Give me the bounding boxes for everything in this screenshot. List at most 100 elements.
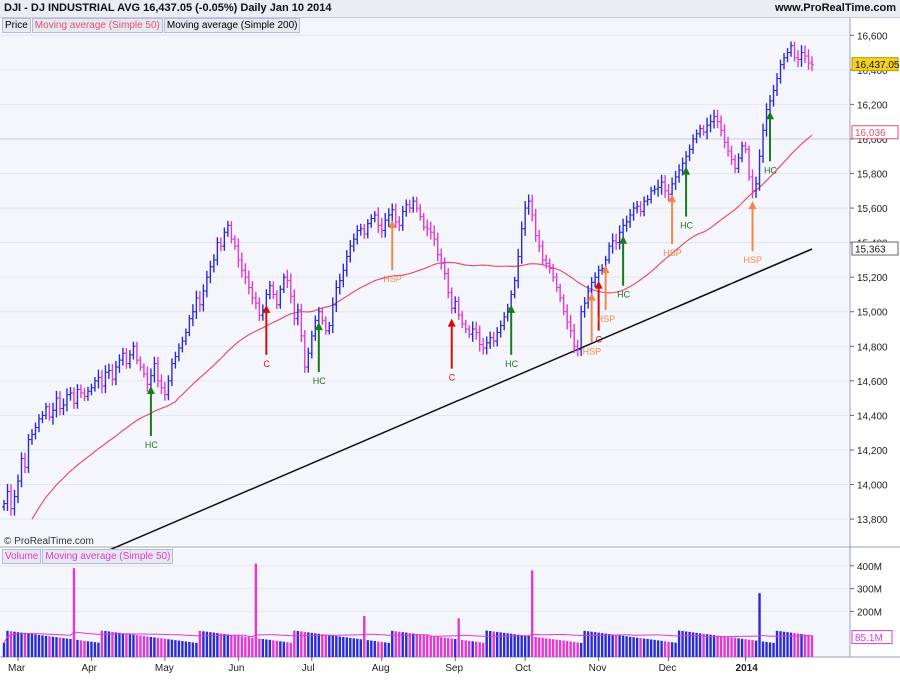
svg-text:16,437.05: 16,437.05 — [855, 60, 900, 71]
volume-bar — [677, 630, 681, 657]
volume-bar — [796, 633, 800, 657]
volume-bar — [482, 642, 485, 657]
volume-bar — [614, 634, 618, 657]
volume-bar — [558, 640, 562, 657]
volume-bar — [34, 634, 37, 657]
annotation-label: C — [263, 359, 270, 369]
volume-bar — [555, 639, 558, 657]
volume-bar — [223, 633, 226, 657]
volume-bar — [447, 638, 450, 657]
annotation-label: HC — [764, 165, 777, 175]
volume-bar — [72, 568, 76, 657]
volume-bar — [426, 635, 429, 657]
volume-bar — [628, 636, 632, 657]
volume-bar — [810, 635, 814, 657]
volume-bar — [167, 639, 170, 657]
volume-bar — [611, 634, 614, 657]
volume-bar — [544, 638, 548, 657]
volume-bar — [219, 633, 223, 657]
volume-bar — [412, 633, 415, 657]
legend-volume[interactable]: Volume — [2, 549, 42, 564]
volume-bar — [156, 637, 160, 657]
volume-bar — [97, 642, 100, 657]
volume-bar — [807, 634, 810, 657]
annotation-label: HC — [145, 440, 158, 450]
volume-bar — [44, 635, 48, 657]
vol-tick-label: 200M — [857, 607, 882, 618]
volume-bar — [391, 630, 394, 657]
y-tick-label: 15,000 — [857, 308, 888, 319]
volume-bar — [712, 635, 716, 657]
volume-bar — [195, 642, 198, 657]
volume-bar — [586, 631, 590, 657]
legend-price[interactable]: Price — [2, 18, 31, 33]
x-tick-label: May — [155, 663, 174, 674]
volume-bar — [744, 639, 747, 657]
volume-bar — [779, 631, 782, 657]
ma200-value-box: 15,363 — [851, 241, 899, 256]
volume-bar — [321, 634, 324, 657]
volume-bar — [163, 638, 167, 657]
annotation-hc-hc: HC — [617, 235, 631, 300]
arrow-head — [682, 166, 691, 175]
x-tick-label: Nov — [589, 663, 607, 674]
volume-bar — [118, 632, 121, 657]
volume-bar — [782, 631, 786, 657]
volume-bar — [51, 636, 55, 657]
volume-bar — [461, 639, 464, 657]
volume-bar — [111, 631, 114, 657]
volume-bar — [705, 634, 709, 657]
volume-bar — [30, 633, 34, 657]
volume-bar — [345, 637, 348, 657]
volume-bar — [328, 635, 331, 657]
volume-bar — [363, 615, 366, 657]
x-tick-label: Apr — [81, 663, 97, 674]
legend-ma200[interactable]: Moving average (Simple 200) — [163, 18, 301, 33]
ohlc-bar — [810, 56, 814, 72]
volume-bar — [541, 637, 544, 657]
volume-bar — [419, 634, 422, 657]
volume-bar — [188, 641, 191, 657]
volume-bar — [16, 632, 20, 657]
volume-bar — [279, 641, 282, 657]
volume-bar — [83, 640, 86, 657]
volume-bar — [268, 639, 272, 657]
arrow-head — [146, 386, 155, 395]
brand-link[interactable]: www.ProRealTime.com — [774, 2, 896, 14]
price-plot-bg — [0, 18, 850, 545]
annotation-c-c: C — [262, 304, 271, 369]
y-tick-label: 14,400 — [857, 411, 888, 422]
y-tick-label: 14,600 — [857, 377, 888, 388]
volume-bar — [681, 631, 684, 657]
legend-ma50[interactable]: Moving average (Simple 50) — [31, 18, 163, 33]
volume-bar — [772, 642, 775, 657]
volume-bar — [747, 639, 751, 657]
volume-bar — [607, 633, 611, 657]
volume-bar — [380, 641, 383, 657]
y-tick-label: 15,200 — [857, 273, 888, 284]
volume-bar — [663, 641, 667, 657]
volume-bar — [293, 630, 296, 657]
volume-bar — [506, 633, 509, 657]
volume-bar — [639, 638, 642, 657]
volume-bar — [485, 630, 488, 657]
annotation-label: HSP — [744, 255, 763, 265]
volume-bar — [405, 632, 408, 657]
volume-bar — [342, 636, 345, 657]
volume-bar — [583, 630, 586, 657]
volume-bar — [142, 636, 146, 657]
volume-bar — [800, 633, 803, 657]
annotation-hc-hc: HC — [764, 111, 778, 175]
volume-bar — [572, 641, 576, 657]
volume-bar — [667, 641, 670, 657]
volume-bar — [212, 632, 216, 657]
volume-bar — [205, 631, 209, 657]
volume-bar — [62, 638, 65, 657]
legend-volume-ma[interactable]: Moving average (Simple 50) — [42, 549, 174, 564]
volume-bar — [338, 636, 341, 657]
arrow-head — [619, 235, 628, 244]
volume-bar — [65, 638, 69, 657]
volume-bar — [660, 640, 663, 657]
volume-bar — [576, 642, 579, 657]
